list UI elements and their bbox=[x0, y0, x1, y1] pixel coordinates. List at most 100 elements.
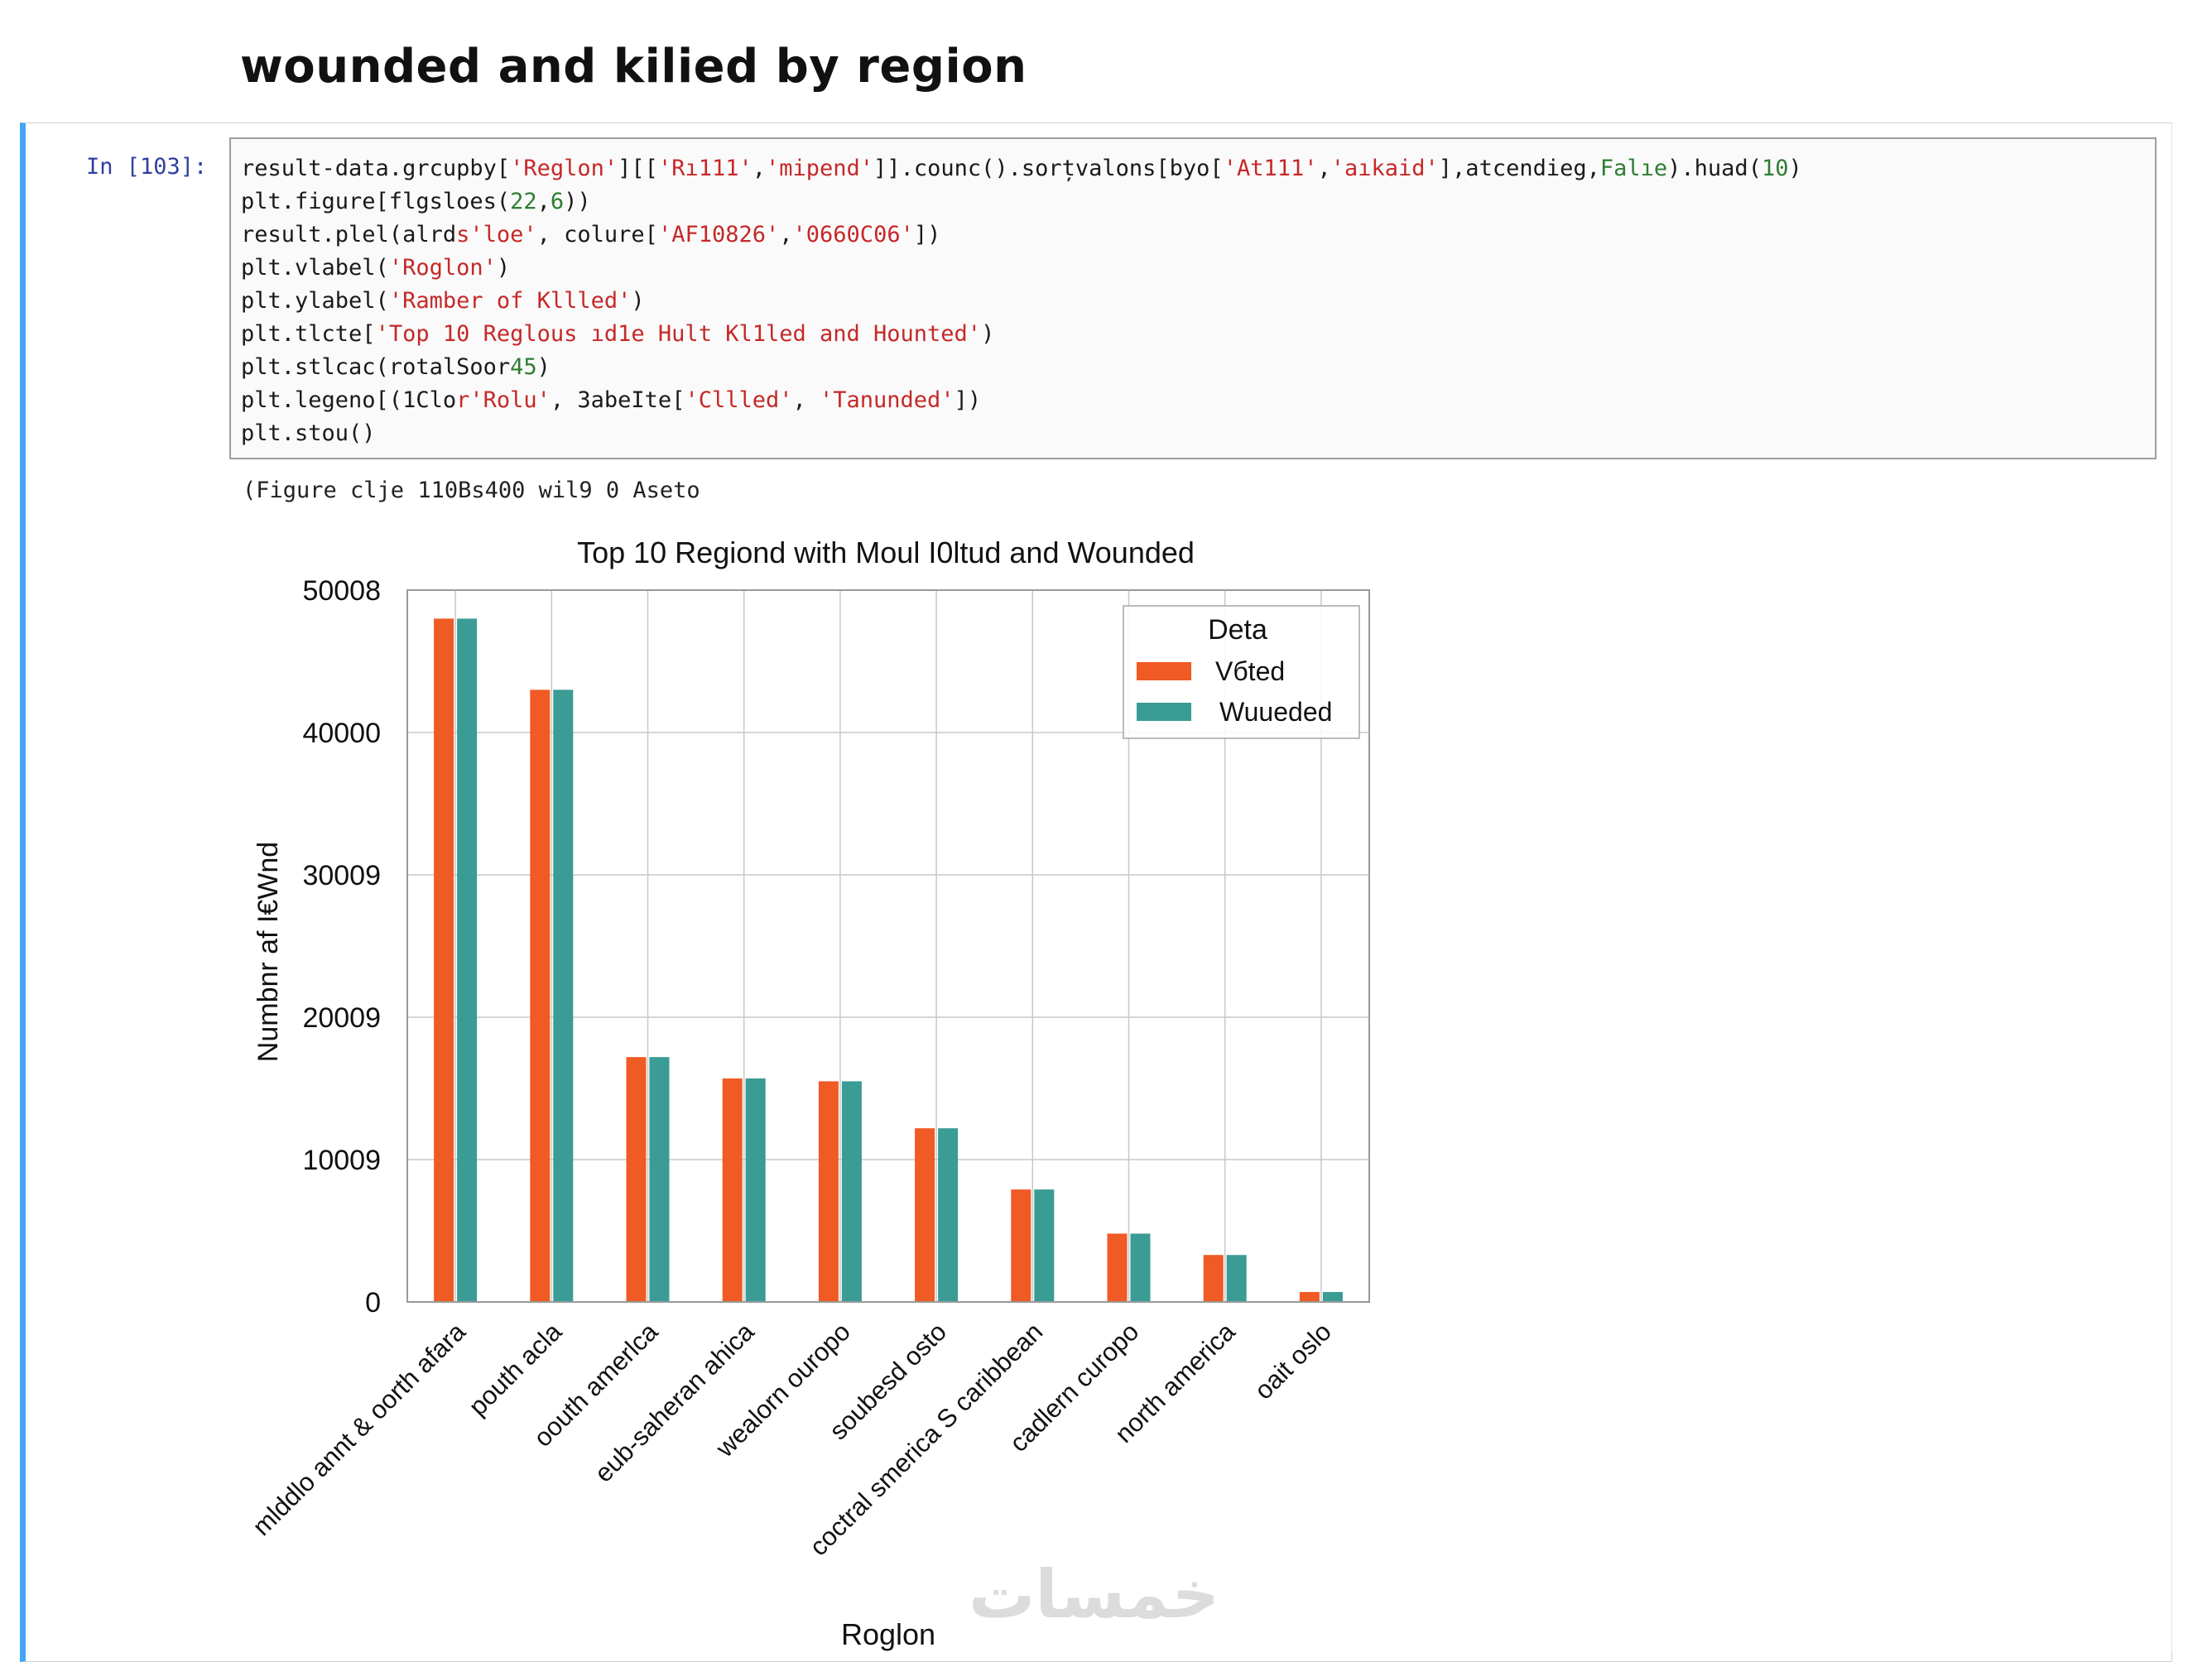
code-token: 'Top 10 Reglous ıd1e Hult Kl1led and Hou… bbox=[375, 321, 982, 347]
bar-killed bbox=[1011, 1189, 1031, 1302]
code-line: plt.stou() bbox=[241, 417, 2145, 450]
bar-killed bbox=[530, 689, 551, 1302]
bar-wounded bbox=[1130, 1233, 1151, 1302]
plot-frame bbox=[406, 589, 1370, 1303]
y-tick-label: 40000 bbox=[302, 718, 381, 749]
y-axis-label: Numbnr af I€Wnd bbox=[252, 842, 284, 1062]
bar-killed bbox=[915, 1128, 935, 1302]
code-token: ]) bbox=[954, 387, 982, 413]
code-token: 'AF10826' bbox=[657, 222, 780, 247]
code-token: ) bbox=[536, 354, 551, 380]
code-line: plt.ylabel('Ramber of Kllled') bbox=[241, 285, 2145, 318]
legend-label-series-1: Wuueded bbox=[1219, 697, 1332, 727]
code-token: result-data.grcupby[ bbox=[241, 156, 511, 181]
bar-wounded bbox=[841, 1081, 862, 1302]
bar-wounded bbox=[1322, 1291, 1343, 1302]
code-token: , bbox=[752, 156, 766, 181]
bar-wounded bbox=[553, 689, 574, 1302]
code-token: 'Ramber of Kllled' bbox=[388, 288, 632, 314]
bar-wounded bbox=[745, 1078, 766, 1302]
legend-label-series-0: Vбted bbox=[1215, 656, 1285, 686]
code-token: Falıe bbox=[1599, 156, 1668, 181]
x-tick-label: eub-saheran ahica bbox=[589, 1317, 760, 1488]
code-token: 10 bbox=[1761, 156, 1789, 181]
chart-legend: Deta Vбted Wuueded bbox=[1123, 605, 1360, 739]
bar-wounded bbox=[938, 1128, 959, 1302]
bar-killed bbox=[818, 1081, 839, 1302]
bar-chart: Top 10 Regiond with Moul I0ltud and Woun… bbox=[247, 536, 1370, 1651]
code-token: , bbox=[792, 387, 820, 413]
code-token: 'Rı111' bbox=[657, 156, 753, 181]
code-token: '0660C06' bbox=[792, 222, 914, 247]
code-token: ) bbox=[496, 255, 511, 281]
legend-swatch-series-0 bbox=[1137, 662, 1191, 680]
code-line: plt.stlcac(rotalSoor45) bbox=[241, 351, 2145, 384]
legend-title: Deta bbox=[1208, 614, 1267, 646]
y-tick-label: 0 bbox=[365, 1287, 381, 1319]
code-line: result-data.grcupby['Reglon'][['Rı111','… bbox=[241, 152, 2145, 185]
code-token: 'Roglon' bbox=[388, 255, 497, 281]
code-token: r'Rolu' bbox=[456, 387, 551, 413]
code-token: 'Tanunded' bbox=[820, 387, 955, 413]
watermark-logo: خمسات bbox=[969, 1556, 1220, 1633]
code-token: plt.stlcac(rotalSoor bbox=[241, 354, 511, 380]
code-line: plt.figure[flgsloes(22,6)) bbox=[241, 185, 2145, 219]
code-token: ) bbox=[631, 288, 645, 314]
code-token: plt.tlcte[ bbox=[241, 321, 376, 347]
code-token: result.plel(alrd bbox=[241, 222, 457, 247]
code-token: 'aıkaid' bbox=[1330, 156, 1439, 181]
y-tick-label: 20009 bbox=[302, 1002, 381, 1034]
code-token: )) bbox=[564, 189, 591, 214]
code-line: result.plel(alrds'loe', colure['AF10826'… bbox=[241, 219, 2145, 252]
code-token: , bbox=[536, 189, 551, 214]
code-token: ][[ bbox=[618, 156, 658, 181]
y-tick-label: 50008 bbox=[302, 575, 381, 607]
code-line: plt.tlcte['Top 10 Reglous ıd1e Hult Kl1l… bbox=[241, 318, 2145, 351]
code-token: ],atcendieg, bbox=[1438, 156, 1600, 181]
code-token: plt.ylabel( bbox=[241, 288, 389, 314]
cell-border-right bbox=[2171, 122, 2172, 1651]
chart-bars bbox=[434, 618, 1343, 1302]
bar-wounded bbox=[649, 1057, 670, 1302]
code-token: , colure[ bbox=[536, 222, 658, 247]
code-token: plt.figure[flgsloes( bbox=[241, 189, 511, 214]
code-token: 'Cllled' bbox=[685, 387, 793, 413]
y-tick-label: 10009 bbox=[302, 1145, 381, 1176]
code-line: plt.legeno[(1Clor'Rolu', 3abeIte['Cllled… bbox=[241, 384, 2145, 417]
bar-killed bbox=[1107, 1233, 1128, 1302]
bar-wounded bbox=[457, 618, 478, 1302]
code-token: plt.vlabel( bbox=[241, 255, 389, 281]
code-token: plt.legeno[(1Clo bbox=[241, 387, 457, 413]
code-token: 'Reglon' bbox=[510, 156, 618, 181]
code-token: 45 bbox=[510, 354, 537, 380]
y-tick-label: 30009 bbox=[302, 860, 381, 891]
code-token: 'At111' bbox=[1223, 156, 1318, 181]
bar-wounded bbox=[1226, 1255, 1247, 1302]
code-token: ]) bbox=[913, 222, 941, 247]
code-token: ).huad( bbox=[1667, 156, 1762, 181]
code-token: 22 bbox=[510, 189, 537, 214]
bar-killed bbox=[722, 1078, 743, 1302]
x-tick-label: oait oslo bbox=[1248, 1317, 1336, 1405]
legend-swatch-series-1 bbox=[1137, 703, 1191, 721]
code-token: , bbox=[779, 222, 793, 247]
chart-title: Top 10 Regiond with Moul I0ltud and Woun… bbox=[577, 536, 1195, 569]
cell-output-text: (Figure clje 110Bs400 wil9 0 Aseto bbox=[243, 478, 700, 503]
markdown-heading: wounded and kilied by region bbox=[240, 40, 1027, 94]
code-editor[interactable]: result-data.grcupby['Reglon'][['Rı111','… bbox=[229, 137, 2157, 459]
bar-wounded bbox=[1034, 1189, 1055, 1302]
code-line: plt.vlabel('Roglon') bbox=[241, 252, 2145, 285]
code-token: plt.stou() bbox=[241, 420, 376, 446]
code-token: ]].counc().sorțvalons[byo[ bbox=[873, 156, 1224, 181]
code-token: 'mipend' bbox=[766, 156, 874, 181]
code-token: , 3abeIte[ bbox=[550, 387, 685, 413]
cell-execution-prompt: In [103]: bbox=[86, 154, 208, 180]
bar-killed bbox=[626, 1057, 647, 1302]
bar-killed bbox=[434, 618, 454, 1302]
x-tick-label: mlddlo annt & oorth afara bbox=[247, 1317, 471, 1541]
x-axis-label: Roglon bbox=[841, 1617, 935, 1651]
x-tick-label: pouth acla bbox=[463, 1317, 567, 1421]
code-token: ) bbox=[1788, 156, 1802, 181]
code-token: , bbox=[1317, 156, 1331, 181]
code-token: s'loe' bbox=[456, 222, 537, 247]
